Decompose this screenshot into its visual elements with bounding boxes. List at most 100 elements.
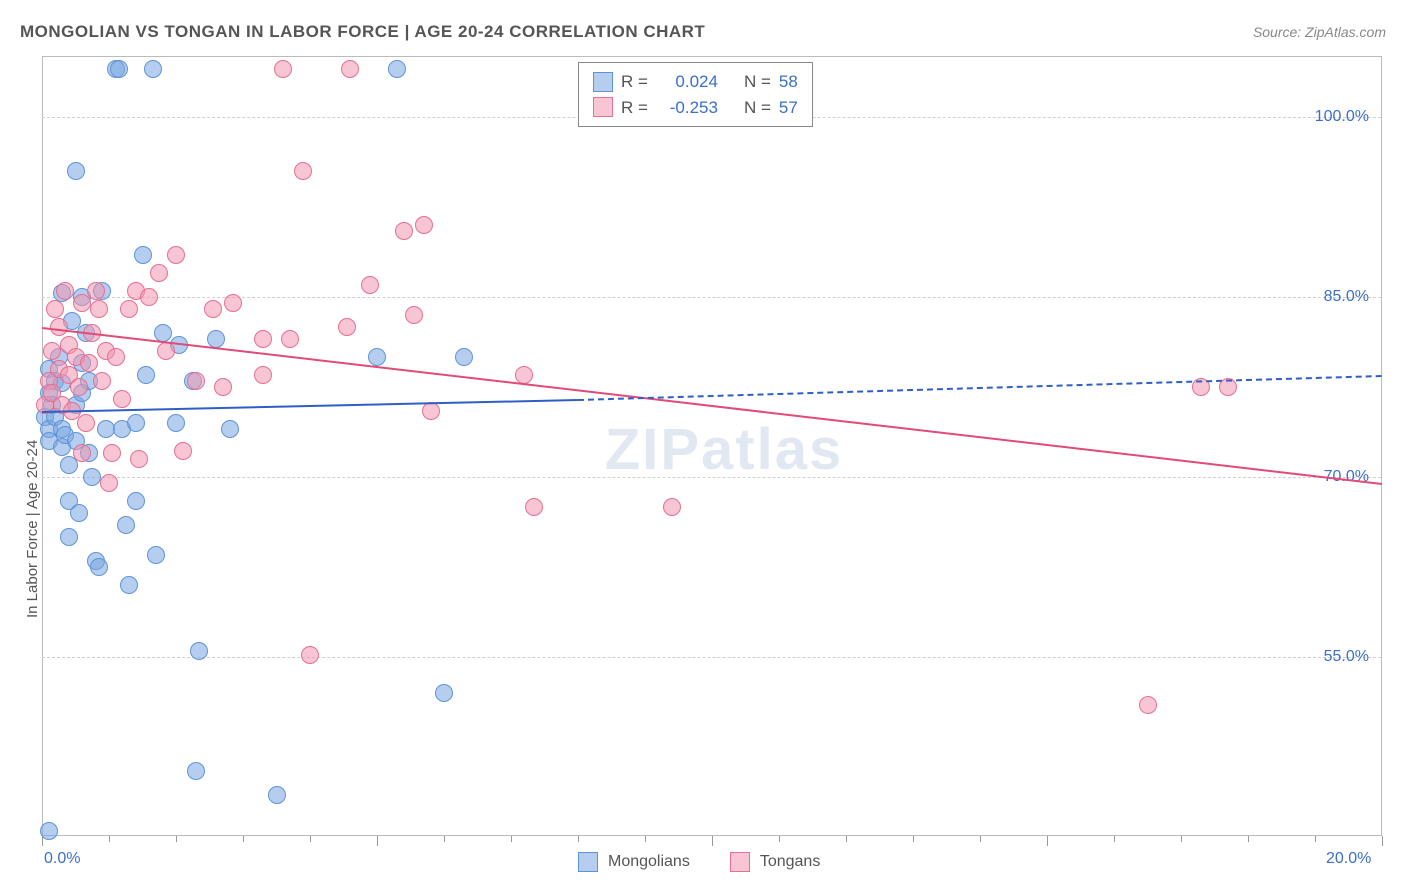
scatter-point-mongolians: [90, 558, 108, 576]
scatter-point-tongans: [70, 378, 88, 396]
scatter-point-tongans: [254, 366, 272, 384]
scatter-point-mongolians: [268, 786, 286, 804]
swatch-tongans: [593, 97, 613, 117]
scatter-point-tongans: [174, 442, 192, 460]
scatter-point-tongans: [663, 498, 681, 516]
legend-label: Mongolians: [608, 853, 690, 871]
scatter-point-tongans: [301, 646, 319, 664]
scatter-point-tongans: [90, 300, 108, 318]
scatter-point-mongolians: [70, 504, 88, 522]
x-tick: [1047, 836, 1048, 846]
scatter-point-mongolians: [120, 576, 138, 594]
scatter-point-tongans: [130, 450, 148, 468]
scatter-point-tongans: [422, 402, 440, 420]
scatter-point-tongans: [224, 294, 242, 312]
scatter-point-tongans: [187, 372, 205, 390]
trend-line-dashed: [578, 375, 1382, 401]
scatter-point-mongolians: [127, 414, 145, 432]
y-tick-label: 85.0%: [1324, 288, 1369, 306]
y-tick-label: 55.0%: [1324, 648, 1369, 666]
x-tick: [913, 836, 914, 842]
scatter-point-mongolians: [154, 324, 172, 342]
scatter-point-mongolians: [167, 414, 185, 432]
x-tick: [980, 836, 981, 842]
x-tick: [1382, 836, 1383, 846]
scatter-point-tongans: [73, 444, 91, 462]
legend: Mongolians Tongans: [578, 852, 820, 872]
gridline-h: [42, 657, 1381, 658]
gridline-h: [42, 477, 1381, 478]
scatter-point-tongans: [93, 372, 111, 390]
chart-container: MONGOLIAN VS TONGAN IN LABOR FORCE | AGE…: [0, 0, 1406, 892]
x-tick: [712, 836, 713, 846]
watermark: ZIPatlas: [605, 416, 843, 483]
x-tick: [779, 836, 780, 842]
title-bar: MONGOLIAN VS TONGAN IN LABOR FORCE | AGE…: [20, 18, 1386, 46]
stats-row-tongans: R =-0.253N =57: [593, 95, 798, 121]
stat-r-label: R =: [621, 95, 648, 121]
scatter-point-tongans: [113, 390, 131, 408]
scatter-point-tongans: [274, 60, 292, 78]
scatter-point-tongans: [281, 330, 299, 348]
scatter-point-mongolians: [435, 684, 453, 702]
scatter-point-mongolians: [67, 162, 85, 180]
plot-area: ZIPatlas 100.0%85.0%70.0%55.0%: [42, 56, 1382, 836]
scatter-point-tongans: [361, 276, 379, 294]
x-tick: [645, 836, 646, 842]
y-axis-label: In Labor Force | Age 20-24: [24, 439, 41, 617]
stat-n-label: N =: [744, 69, 771, 95]
legend-swatch-mongolians: [578, 852, 598, 872]
x-tick: [176, 836, 177, 842]
scatter-point-tongans: [395, 222, 413, 240]
source-label: Source: ZipAtlas.com: [1253, 24, 1386, 40]
scatter-point-tongans: [204, 300, 222, 318]
scatter-point-tongans: [167, 246, 185, 264]
legend-item-mongolians: Mongolians: [578, 852, 690, 872]
scatter-point-tongans: [107, 348, 125, 366]
scatter-point-mongolians: [127, 492, 145, 510]
scatter-point-mongolians: [368, 348, 386, 366]
x-tick: [511, 836, 512, 842]
scatter-point-mongolians: [117, 516, 135, 534]
stats-row-mongolians: R =0.024N =58: [593, 69, 798, 95]
scatter-point-tongans: [525, 498, 543, 516]
x-tick: [109, 836, 110, 842]
scatter-point-mongolians: [455, 348, 473, 366]
scatter-point-tongans: [140, 288, 158, 306]
scatter-point-mongolians: [40, 822, 58, 840]
stats-box: R =0.024N =58R =-0.253N =57: [578, 62, 813, 127]
scatter-point-tongans: [150, 264, 168, 282]
legend-item-tongans: Tongans: [730, 852, 821, 872]
scatter-point-mongolians: [110, 60, 128, 78]
scatter-point-tongans: [56, 282, 74, 300]
scatter-point-mongolians: [134, 246, 152, 264]
scatter-point-tongans: [87, 282, 105, 300]
y-tick-label: 100.0%: [1315, 108, 1369, 126]
scatter-point-tongans: [515, 366, 533, 384]
scatter-point-mongolians: [144, 60, 162, 78]
scatter-point-tongans: [341, 60, 359, 78]
scatter-point-mongolians: [147, 546, 165, 564]
x-tick: [243, 836, 244, 842]
x-tick: [1114, 836, 1115, 842]
legend-swatch-tongans: [730, 852, 750, 872]
scatter-point-tongans: [46, 300, 64, 318]
scatter-point-mongolians: [187, 762, 205, 780]
scatter-point-mongolians: [83, 468, 101, 486]
scatter-point-tongans: [80, 354, 98, 372]
legend-label: Tongans: [760, 853, 821, 871]
x-tick: [1315, 836, 1316, 842]
scatter-point-tongans: [415, 216, 433, 234]
scatter-point-tongans: [214, 378, 232, 396]
scatter-point-tongans: [1139, 696, 1157, 714]
x-tick-label: 20.0%: [1326, 850, 1371, 868]
scatter-point-tongans: [405, 306, 423, 324]
x-tick: [1181, 836, 1182, 842]
x-tick: [578, 836, 579, 842]
scatter-point-tongans: [50, 318, 68, 336]
swatch-mongolians: [593, 72, 613, 92]
x-tick: [310, 836, 311, 842]
scatter-point-tongans: [254, 330, 272, 348]
stat-r-label: R =: [621, 69, 648, 95]
x-tick: [846, 836, 847, 842]
